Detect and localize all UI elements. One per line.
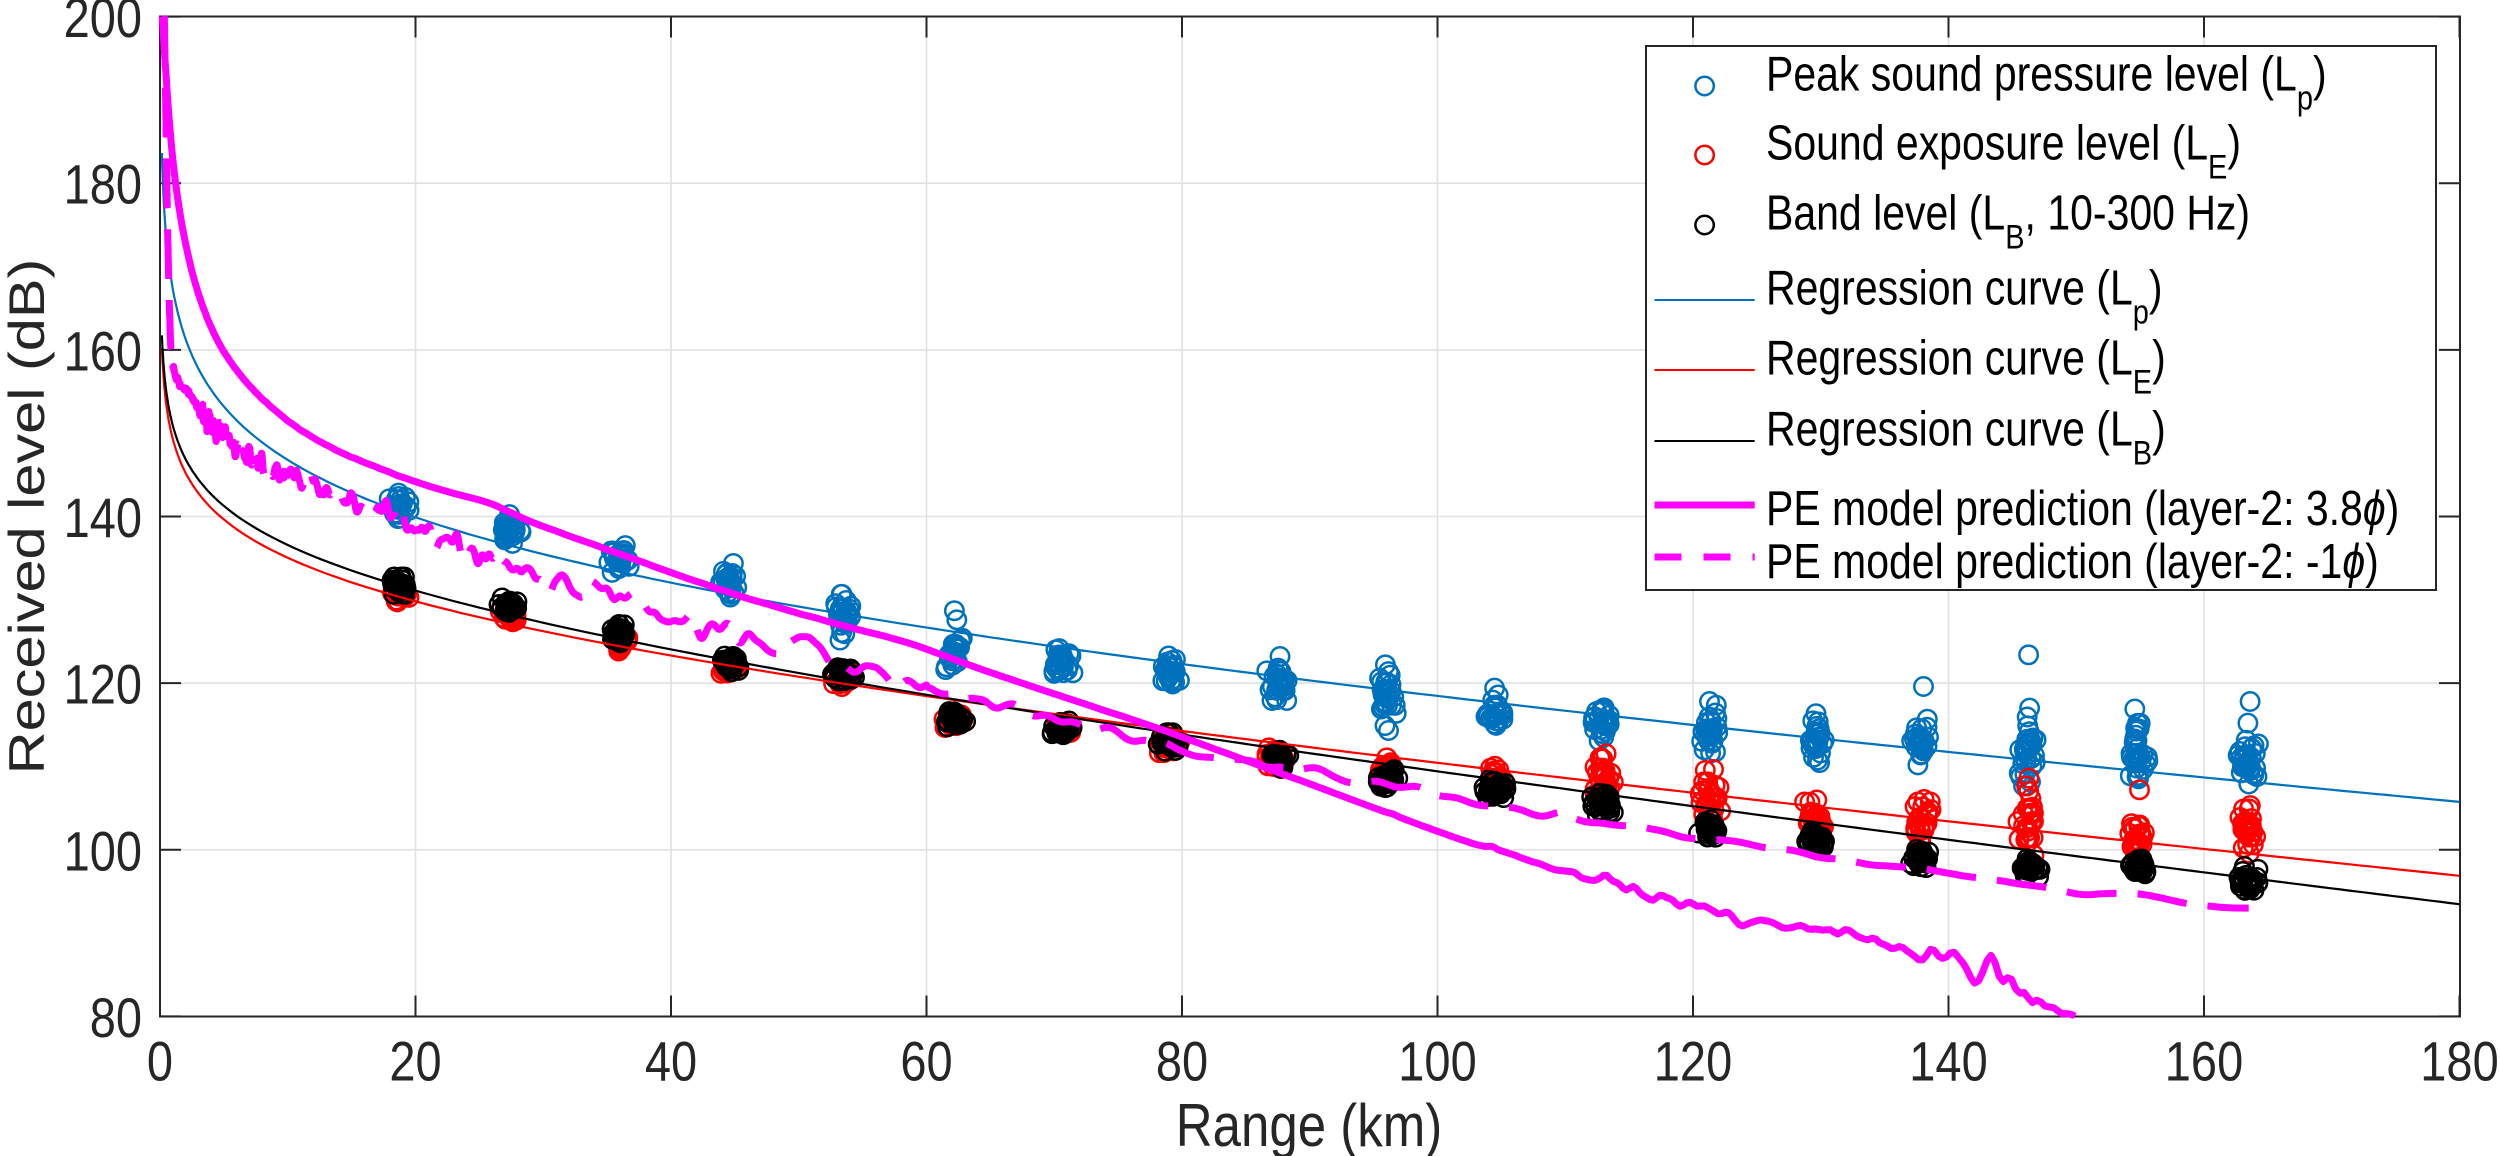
svg-text:Range (km): Range (km): [1176, 1091, 1442, 1156]
svg-text:40: 40: [645, 1030, 697, 1093]
svg-text:120: 120: [1654, 1030, 1732, 1093]
svg-text:0: 0: [147, 1030, 173, 1093]
svg-text:100: 100: [64, 819, 142, 882]
svg-text:160: 160: [2165, 1030, 2243, 1093]
svg-text:PE model prediction (layer-2:: PE model prediction (layer-2: 3.8ϕ): [1766, 481, 2399, 536]
svg-text:100: 100: [1398, 1030, 1476, 1093]
svg-text:180: 180: [2420, 1030, 2498, 1093]
svg-text:160: 160: [64, 320, 142, 383]
svg-text:80: 80: [90, 986, 142, 1049]
svg-text:140: 140: [1909, 1030, 1987, 1093]
svg-text:200: 200: [64, 0, 142, 49]
svg-text:140: 140: [64, 486, 142, 549]
svg-text:Received level (dB): Received level (dB): [0, 259, 55, 775]
svg-text:120: 120: [64, 653, 142, 716]
svg-text:180: 180: [64, 153, 142, 216]
svg-text:PE model prediction (layer-2:: PE model prediction (layer-2: -1ϕ): [1766, 534, 2379, 589]
svg-text:60: 60: [900, 1030, 952, 1093]
svg-text:80: 80: [1156, 1030, 1208, 1093]
svg-text:20: 20: [389, 1030, 441, 1093]
